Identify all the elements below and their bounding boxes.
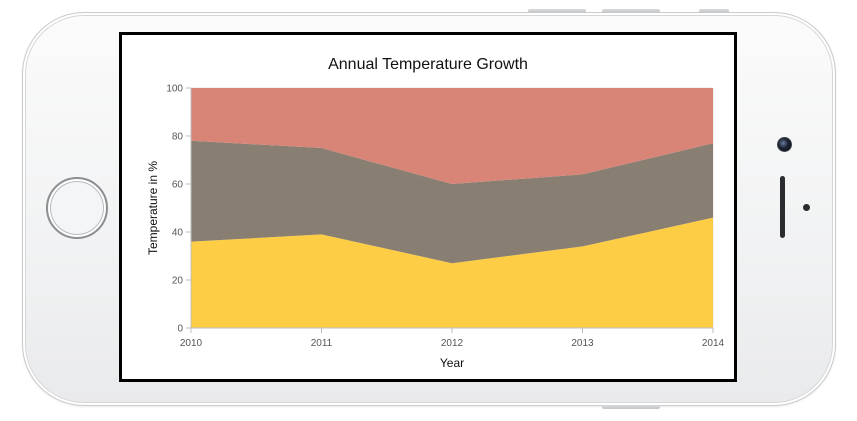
- phone-screen: 0 20 40 60 80 100 2010 2011 2012 2013 2014 Annual…: [119, 32, 737, 382]
- volume-up-button: [528, 9, 586, 13]
- y-tick-label: 100: [166, 84, 183, 95]
- area-series-3: [191, 88, 713, 184]
- y-tick-label: 0: [177, 324, 183, 335]
- y-tick-labels: 0 20 40 60 80 100: [166, 84, 191, 335]
- x-tick-labels: 2010 2011 2012 2013 2014: [180, 328, 725, 349]
- area-series-2: [191, 140, 713, 264]
- y-tick-label: 40: [172, 228, 184, 239]
- power-button: [602, 405, 660, 409]
- mute-switch: [699, 9, 729, 13]
- volume-down-button: [602, 9, 660, 13]
- y-tick-label: 80: [172, 132, 184, 143]
- x-tick-label: 2014: [702, 338, 725, 349]
- x-tick-label: 2013: [571, 338, 594, 349]
- front-camera-icon: [777, 137, 792, 152]
- x-axis-title: Year: [440, 356, 464, 370]
- earpiece-speaker: [780, 176, 785, 238]
- y-axis-title: Temperature in %: [146, 161, 160, 255]
- x-tick-label: 2011: [311, 338, 333, 349]
- area-series: [191, 88, 713, 328]
- x-tick-label: 2010: [180, 338, 203, 349]
- x-tick-label: 2012: [441, 338, 464, 349]
- proximity-sensor: [803, 204, 810, 211]
- area-series-1: [191, 217, 713, 328]
- home-button[interactable]: [46, 177, 108, 239]
- y-tick-label: 60: [172, 180, 184, 191]
- y-tick-label: 20: [172, 276, 184, 287]
- area-chart: 0 20 40 60 80 100 2010 2011 2012 2013 2014 Annual…: [146, 56, 725, 370]
- chart-title: Annual Temperature Growth: [328, 56, 528, 73]
